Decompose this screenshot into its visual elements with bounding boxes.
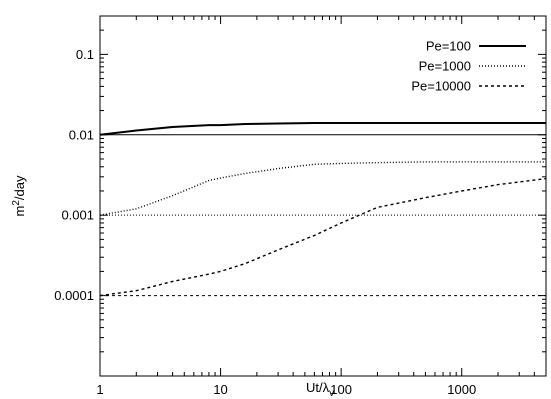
series-line-2 — [99, 161, 546, 216]
series-line-1 — [99, 122, 546, 136]
legend: Pe=100 Pe=1000 Pe=10000 — [411, 39, 526, 94]
legend-label: Pe=10000 — [411, 79, 471, 94]
x-tick-label: 1 — [96, 382, 103, 397]
x-tick-label: 10 — [213, 382, 227, 397]
y-axis-title: m2/day — [11, 175, 27, 216]
series-layer — [99, 122, 547, 297]
x-tick-label: 1000 — [447, 382, 476, 397]
x-axis-title: Ut/λv — [306, 380, 334, 399]
reference-lines — [100, 134, 546, 297]
legend-label: Pe=100 — [426, 39, 471, 54]
y-tick-label: 0.1 — [76, 47, 94, 62]
series-line-3 — [99, 177, 547, 297]
legend-label: Pe=1000 — [419, 59, 471, 74]
y-tick-label: 0.001 — [61, 208, 94, 223]
ticks-layer: 1 10 100 1000 0.0001 0.001 0.01 0.1 — [54, 16, 546, 397]
y-tick-label: 0.01 — [69, 127, 94, 142]
plot-frame — [99, 15, 547, 377]
x-tick-label: 100 — [330, 382, 352, 397]
y-tick-label: 0.0001 — [54, 288, 94, 303]
